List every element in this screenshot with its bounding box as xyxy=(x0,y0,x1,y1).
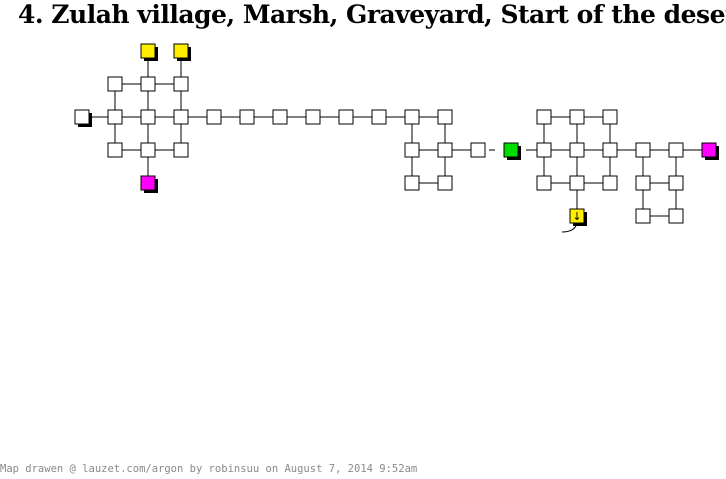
room-box xyxy=(668,142,684,158)
room-box xyxy=(74,109,90,125)
magenta-room xyxy=(140,175,158,193)
room-box xyxy=(140,109,156,125)
room xyxy=(173,109,189,125)
room-box xyxy=(437,142,453,158)
room-box xyxy=(569,142,585,158)
room xyxy=(569,109,585,125)
room xyxy=(305,109,321,125)
room xyxy=(668,208,684,224)
room-box xyxy=(404,109,420,125)
room-box xyxy=(173,142,189,158)
room xyxy=(173,76,189,92)
room-box xyxy=(173,43,189,59)
room xyxy=(107,109,123,125)
room xyxy=(404,109,420,125)
room-box xyxy=(239,109,255,125)
room xyxy=(602,175,618,191)
map-credit: Map drawen @ lauzet.com/argon by robinsu… xyxy=(0,463,418,475)
room-box xyxy=(107,109,123,125)
room-box xyxy=(404,142,420,158)
room xyxy=(668,142,684,158)
magenta-room xyxy=(701,142,719,160)
room-box xyxy=(140,142,156,158)
room xyxy=(173,142,189,158)
room xyxy=(602,109,618,125)
room-box xyxy=(140,76,156,92)
room xyxy=(206,109,222,125)
room xyxy=(569,175,585,191)
room-box xyxy=(272,109,288,125)
room-box xyxy=(569,208,585,224)
room-box xyxy=(536,142,552,158)
room-box xyxy=(437,109,453,125)
room-box xyxy=(173,76,189,92)
room-box xyxy=(140,175,156,191)
room xyxy=(569,142,585,158)
room-box xyxy=(701,142,717,158)
room-box xyxy=(107,76,123,92)
yellow-room xyxy=(173,43,191,61)
room xyxy=(272,109,288,125)
room xyxy=(338,109,354,125)
room xyxy=(404,142,420,158)
room xyxy=(371,109,387,125)
entrance-room xyxy=(74,109,92,127)
room xyxy=(404,175,420,191)
room xyxy=(107,76,123,92)
room-box xyxy=(404,175,420,191)
room-box xyxy=(569,109,585,125)
room-box xyxy=(668,208,684,224)
room-box xyxy=(635,175,651,191)
room xyxy=(470,142,486,158)
room-box xyxy=(536,175,552,191)
room-box xyxy=(338,109,354,125)
room xyxy=(536,175,552,191)
room xyxy=(635,208,651,224)
room-box xyxy=(371,109,387,125)
room xyxy=(437,175,453,191)
room-box xyxy=(602,175,618,191)
room xyxy=(140,142,156,158)
room xyxy=(107,142,123,158)
room-box xyxy=(470,142,486,158)
room-box xyxy=(173,109,189,125)
room xyxy=(635,175,651,191)
room xyxy=(635,142,651,158)
room-box xyxy=(635,142,651,158)
room xyxy=(140,109,156,125)
room-box xyxy=(305,109,321,125)
room-box xyxy=(668,175,684,191)
room xyxy=(536,109,552,125)
room-box xyxy=(437,175,453,191)
room-box xyxy=(602,142,618,158)
rooms: ↓ xyxy=(74,43,719,226)
room xyxy=(602,142,618,158)
room xyxy=(140,76,156,92)
yellow-room xyxy=(140,43,158,61)
room-box xyxy=(602,109,618,125)
room xyxy=(437,109,453,125)
room xyxy=(536,142,552,158)
map-title: 4. Zulah village, Marsh, Graveyard, Star… xyxy=(18,0,726,29)
room-box xyxy=(635,208,651,224)
room-box xyxy=(140,43,156,59)
down-arrow-icon: ↓ xyxy=(572,210,581,223)
room-box xyxy=(503,142,519,158)
green-room xyxy=(503,142,521,160)
room xyxy=(239,109,255,125)
room-box xyxy=(569,175,585,191)
room xyxy=(437,142,453,158)
room-box xyxy=(536,109,552,125)
yellow-room: ↓ xyxy=(569,208,587,226)
room xyxy=(668,175,684,191)
room-box xyxy=(206,109,222,125)
room-box xyxy=(107,142,123,158)
